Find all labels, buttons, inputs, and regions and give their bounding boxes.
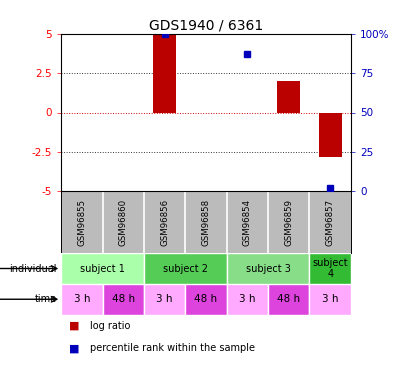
Text: ■: ■	[69, 321, 80, 331]
Title: GDS1940 / 6361: GDS1940 / 6361	[149, 19, 263, 33]
Text: subject 1: subject 1	[80, 264, 125, 273]
Text: GSM96859: GSM96859	[284, 199, 293, 246]
Text: subject
4: subject 4	[313, 258, 348, 279]
Text: GSM96856: GSM96856	[160, 199, 169, 246]
Text: percentile rank within the sample: percentile rank within the sample	[90, 344, 255, 353]
Text: time: time	[35, 294, 57, 304]
Bar	[102, 284, 144, 315]
Bar	[310, 284, 351, 315]
Bar	[268, 284, 310, 315]
Bar	[319, 112, 341, 157]
Text: 3 h: 3 h	[73, 294, 90, 304]
Text: GSM96855: GSM96855	[78, 199, 86, 246]
Text: GSM96860: GSM96860	[119, 199, 128, 246]
Bar	[144, 284, 185, 315]
Bar	[227, 284, 268, 315]
Bar	[61, 284, 102, 315]
Text: subject 3: subject 3	[246, 264, 290, 273]
Bar	[185, 284, 227, 315]
Text: GSM96854: GSM96854	[243, 199, 252, 246]
Text: GSM96857: GSM96857	[326, 199, 335, 246]
Text: 3 h: 3 h	[322, 294, 339, 304]
Text: subject 2: subject 2	[163, 264, 208, 273]
Bar	[61, 253, 144, 284]
Text: 48 h: 48 h	[112, 294, 135, 304]
Text: 3 h: 3 h	[239, 294, 256, 304]
Text: log ratio: log ratio	[90, 321, 130, 331]
Bar	[144, 253, 227, 284]
Bar	[310, 253, 351, 284]
Bar	[227, 253, 310, 284]
Text: 3 h: 3 h	[156, 294, 173, 304]
Text: 48 h: 48 h	[195, 294, 217, 304]
Bar	[277, 81, 300, 112]
Text: 48 h: 48 h	[277, 294, 300, 304]
Text: GSM96858: GSM96858	[202, 199, 211, 246]
Bar	[153, 34, 176, 112]
Text: individual: individual	[10, 264, 57, 273]
Text: ■: ■	[69, 344, 80, 353]
